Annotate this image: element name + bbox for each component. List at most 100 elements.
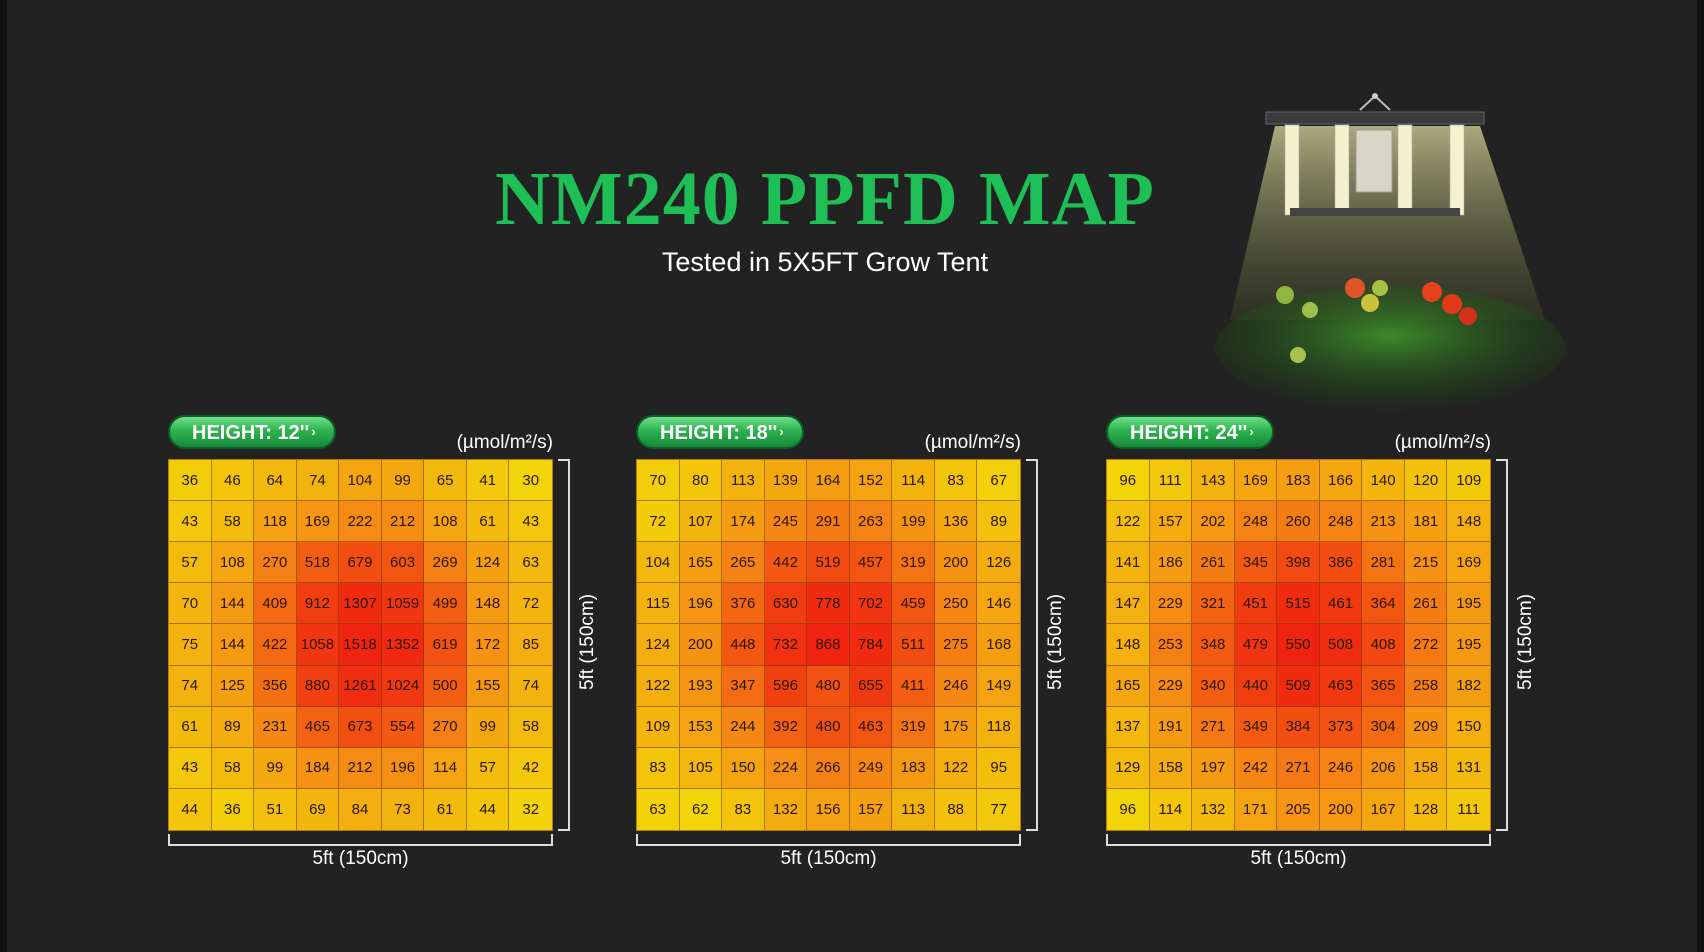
height-bracket: [1026, 459, 1038, 831]
ppfd-cell: 509: [1277, 665, 1320, 707]
ppfd-cell: 149: [977, 665, 1020, 707]
unit-label: (µmol/m²/s): [456, 432, 553, 453]
ppfd-cell: 679: [339, 542, 382, 584]
ppfd-cell: 111: [1149, 460, 1193, 502]
ppfd-cell: 212: [339, 747, 382, 789]
ppfd-cell: 291: [807, 501, 850, 543]
ppfd-cell: 281: [1362, 542, 1405, 584]
ppfd-cell: 109: [637, 706, 680, 748]
ppfd-cell: 64: [254, 460, 297, 502]
ppfd-cell: 398: [1277, 542, 1320, 584]
ppfd-cell: 74: [296, 460, 340, 502]
ppfd-cell: 349: [1234, 706, 1278, 748]
ppfd-cell: 95: [977, 747, 1020, 789]
ppfd-cell: 58: [211, 747, 255, 789]
ppfd-cell: 96: [1107, 460, 1150, 502]
ppfd-cell: 175: [934, 706, 978, 748]
ppfd-cell: 270: [424, 706, 467, 748]
ppfd-cell: 265: [722, 542, 765, 584]
ppfd-cell: 113: [722, 460, 765, 502]
ppfd-cell: 442: [764, 542, 808, 584]
ppfd-cell: 118: [977, 706, 1020, 748]
ppfd-cell: 340: [1192, 665, 1235, 707]
ppfd-cell: 229: [1149, 583, 1193, 625]
x-axis-label: 5ft (150cm): [780, 848, 877, 869]
ppfd-cell: 197: [1192, 747, 1235, 789]
ppfd-cell: 880: [296, 665, 340, 707]
ppfd-cell: 181: [1404, 501, 1448, 543]
ppfd-cell: 83: [934, 460, 978, 502]
ppfd-cell: 99: [381, 460, 425, 502]
ppfd-cell: 347: [722, 665, 765, 707]
ppfd-cell: 99: [254, 747, 297, 789]
ppfd-cell: 244: [722, 706, 765, 748]
ppfd-cell: 128: [1404, 788, 1448, 830]
ppfd-cell: 89: [977, 501, 1020, 543]
ppfd-cell: 140: [1362, 460, 1405, 502]
ppfd-cell: 550: [1277, 624, 1320, 666]
ppfd-cell: 42: [509, 747, 552, 789]
ppfd-cell: 122: [934, 747, 978, 789]
ppfd-cell: 319: [892, 542, 935, 584]
ppfd-cell: 172: [466, 624, 510, 666]
ppfd-cell: 165: [1107, 665, 1150, 707]
ppfd-cell: 168: [977, 624, 1020, 666]
ppfd-cell: 912: [296, 583, 340, 625]
ppfd-cell: 164: [807, 460, 850, 502]
ppfd-cell: 224: [764, 747, 808, 789]
chevron-right-icon: ›: [1249, 424, 1254, 439]
ppfd-cell: 57: [466, 747, 510, 789]
ppfd-cell: 104: [339, 460, 382, 502]
ppfd-cell: 270: [254, 542, 297, 584]
ppfd-cell: 392: [764, 706, 808, 748]
ppfd-cell: 148: [1447, 501, 1490, 543]
ppfd-cell: 732: [764, 624, 808, 666]
ppfd-cell: 778: [807, 583, 850, 625]
width-bracket: [168, 834, 553, 846]
ppfd-cell: 143: [1192, 460, 1235, 502]
ppfd-cell: 148: [1107, 624, 1150, 666]
ppfd-cell: 868: [807, 624, 850, 666]
ppfd-cell: 319: [892, 706, 935, 748]
height-bracket: [558, 459, 570, 831]
ppfd-cell: 150: [1447, 706, 1490, 748]
ppfd-cell: 41: [466, 460, 510, 502]
ppfd-cell: 250: [934, 583, 978, 625]
ppfd-cell: 261: [1404, 583, 1448, 625]
width-bracket: [636, 834, 1021, 846]
ppfd-cell: 365: [1362, 665, 1405, 707]
ppfd-cell: 131: [1447, 747, 1490, 789]
ppfd-cell: 96: [1107, 788, 1150, 830]
ppfd-cell: 89: [211, 706, 255, 748]
ppfd-cell: 118: [254, 501, 297, 543]
ppfd-cell: 46: [211, 460, 255, 502]
ppfd-cell: 702: [849, 583, 893, 625]
ppfd-cell: 271: [1277, 747, 1320, 789]
ppfd-cell: 411: [892, 665, 935, 707]
y-axis-label: 5ft (150cm): [1515, 593, 1536, 691]
ppfd-cell: 147: [1107, 583, 1150, 625]
ppfd-cell: 196: [679, 583, 723, 625]
ppfd-cell: 408: [1362, 624, 1405, 666]
page-title: NM240 PPFD MAP: [495, 157, 1155, 241]
ppfd-cell: 153: [679, 706, 723, 748]
ppfd-map-height-24: HEIGHT: 24'' › (µmol/m²/s) 96 111 143 169 183…: [1106, 415, 1536, 875]
ppfd-cell: 260: [1277, 501, 1320, 543]
grow-light-illustration: [1215, 93, 1565, 410]
ppfd-cell: 75: [169, 624, 212, 666]
ppfd-cell: 245: [764, 501, 808, 543]
height-bracket: [1496, 459, 1508, 831]
ppfd-cell: 193: [679, 665, 723, 707]
ppfd-cell: 74: [169, 665, 212, 707]
ppfd-cell: 603: [381, 542, 425, 584]
ppfd-cell: 1352: [381, 624, 425, 666]
ppfd-cell: 132: [1192, 788, 1235, 830]
unit-label: (µmol/m²/s): [1394, 432, 1491, 453]
ppfd-cell: 511: [892, 624, 935, 666]
ppfd-cell: 61: [466, 501, 510, 543]
ppfd-grid: 96 111 143 169 183 166 140 120 109 122 157 202 248 26…: [1106, 459, 1491, 831]
height-badge: HEIGHT: 24'' ›: [1106, 415, 1274, 449]
ppfd-cell: 248: [1319, 501, 1363, 543]
ppfd-cell: 457: [849, 542, 893, 584]
ppfd-cell: 373: [1319, 706, 1363, 748]
